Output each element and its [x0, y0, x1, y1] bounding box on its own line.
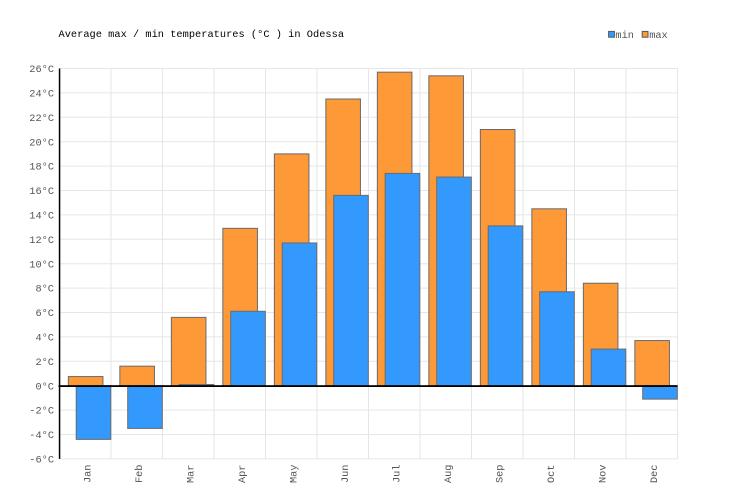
svg-text:min: min — [615, 30, 634, 42]
svg-text:4°C: 4°C — [35, 333, 54, 345]
svg-text:May: May — [289, 465, 301, 484]
svg-text:6°C: 6°C — [35, 308, 54, 320]
svg-text:Oct: Oct — [546, 465, 558, 484]
svg-text:-6°C: -6°C — [29, 455, 54, 467]
svg-text:26°C: 26°C — [29, 64, 54, 76]
svg-text:Mar: Mar — [186, 465, 198, 484]
svg-text:Jul: Jul — [392, 465, 404, 484]
svg-text:Average max / min temperatures: Average max / min temperatures (°C ) in … — [59, 29, 345, 41]
svg-text:Jan: Jan — [83, 465, 95, 484]
svg-text:16°C: 16°C — [29, 186, 54, 198]
svg-text:Jun: Jun — [340, 465, 352, 484]
svg-text:10°C: 10°C — [29, 259, 54, 271]
svg-text:0°C: 0°C — [35, 381, 54, 393]
svg-text:-2°C: -2°C — [29, 406, 54, 418]
svg-text:Aug: Aug — [443, 465, 455, 484]
svg-text:12°C: 12°C — [29, 235, 54, 247]
svg-text:24°C: 24°C — [29, 89, 54, 101]
svg-text:Dec: Dec — [649, 465, 661, 484]
svg-text:Apr: Apr — [237, 465, 249, 484]
svg-text:max: max — [649, 30, 668, 42]
svg-text:20°C: 20°C — [29, 137, 54, 149]
svg-text:Nov: Nov — [598, 465, 610, 484]
svg-text:14°C: 14°C — [29, 211, 54, 223]
svg-text:Feb: Feb — [134, 465, 146, 484]
svg-text:18°C: 18°C — [29, 162, 54, 174]
svg-text:Sep: Sep — [495, 465, 507, 484]
svg-text:22°C: 22°C — [29, 113, 54, 125]
svg-text:-4°C: -4°C — [29, 430, 54, 442]
svg-text:2°C: 2°C — [35, 357, 54, 369]
svg-text:8°C: 8°C — [35, 284, 54, 296]
